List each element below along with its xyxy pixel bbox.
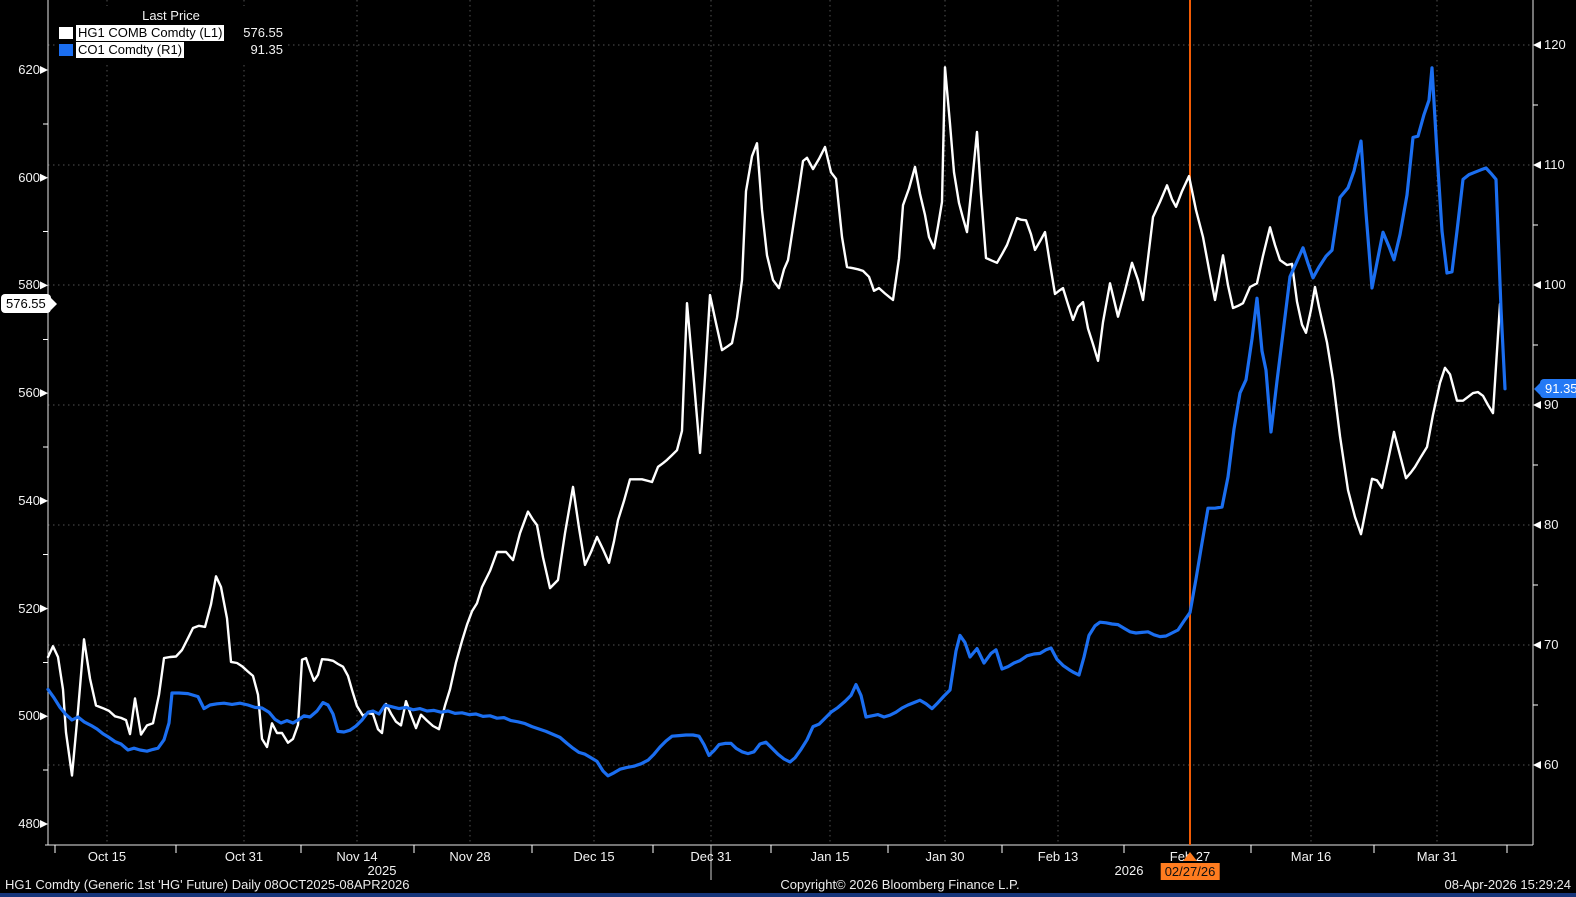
right-axis-tick bbox=[1533, 281, 1541, 289]
x-axis-tick-label: Dec 15 bbox=[573, 849, 615, 864]
co1-series-swatch bbox=[59, 44, 73, 56]
x-axis-tick-label: Feb 13 bbox=[1037, 849, 1079, 864]
right-axis-tick bbox=[1533, 521, 1541, 529]
hg1-series-label: HG1 COMB Comdty (L1) bbox=[76, 25, 225, 41]
footer-timestamp: 08-Apr-2026 15:29:24 bbox=[1444, 877, 1571, 892]
left-axis-tick-label: 520 bbox=[18, 600, 40, 616]
co1-last-price: 91.35 bbox=[250, 42, 283, 57]
co1-price-line bbox=[46, 66, 1507, 778]
right-axis-tick bbox=[1533, 641, 1541, 649]
x-axis-tick-label: Oct 31 bbox=[224, 849, 264, 864]
right-axis-tick bbox=[1533, 401, 1541, 409]
left-axis-tick bbox=[40, 712, 48, 721]
left-axis-tick-label: 480 bbox=[18, 816, 40, 831]
left-axis-tick bbox=[40, 281, 48, 290]
legend-item-co1[interactable]: CO1 Comdty (R1) 91.35 bbox=[59, 42, 283, 58]
right-axis-tick bbox=[1533, 161, 1541, 169]
co1-series-label: CO1 Comdty (R1) bbox=[76, 42, 185, 58]
x-axis-tick-label: Jan 30 bbox=[925, 849, 965, 864]
co1-last-price-marker: 91.35 bbox=[1534, 379, 1576, 398]
x-axis-tick-label: Mar 16 bbox=[1290, 849, 1332, 864]
left-axis-tick-label: 540 bbox=[18, 492, 40, 508]
bottom-accent-strip bbox=[0, 893, 1576, 897]
left-axis-tick bbox=[40, 604, 48, 613]
x-axis-tick-label: Nov 14 bbox=[336, 849, 378, 864]
x-axis-tick-label: Nov 28 bbox=[449, 849, 491, 864]
x-axis-tick-label: Jan 15 bbox=[810, 849, 850, 864]
right-axis-tick-label: 70 bbox=[1544, 637, 1559, 652]
footer-copyright: Copyright© 2026 Bloomberg Finance L.P. bbox=[780, 877, 1020, 892]
right-axis-tick-label: 60 bbox=[1544, 757, 1559, 772]
left-axis-tick bbox=[40, 389, 48, 398]
hg1-last-price-marker: 576.55 bbox=[1, 294, 57, 313]
chart-legend: Last Price HG1 COMB Comdty (L1) 576.55 C… bbox=[55, 6, 287, 62]
left-axis-tick-label: 600 bbox=[18, 169, 40, 185]
hg1-last-price: 576.55 bbox=[243, 25, 283, 40]
x-axis-tick-label: Mar 31 bbox=[1416, 849, 1458, 864]
legend-title: Last Price bbox=[142, 8, 200, 23]
x-axis-year-label: 2026 bbox=[1114, 863, 1144, 878]
left-axis-tick-label: 580 bbox=[18, 277, 40, 293]
left-axis-tick bbox=[40, 66, 48, 74]
right-axis-tick-label: 120 bbox=[1544, 37, 1566, 52]
hg1-price-line bbox=[46, 66, 1502, 777]
left-axis-tick-label: 620 bbox=[18, 62, 40, 77]
left-axis-tick bbox=[40, 496, 48, 505]
x-axis-tick-label: Dec 31 bbox=[690, 849, 732, 864]
left-axis-tick-label: 500 bbox=[18, 708, 40, 724]
x-axis-year-label: 2025 bbox=[367, 863, 397, 878]
right-axis-tick bbox=[1533, 41, 1541, 49]
event-date-arrow-icon bbox=[1183, 852, 1197, 861]
footer-bar: HG1 Comdty (Generic 1st 'HG' Future) Dai… bbox=[0, 877, 1576, 893]
hg1-series-swatch bbox=[59, 27, 73, 39]
x-axis-tick-label: Oct 15 bbox=[87, 849, 127, 864]
left-axis-tick bbox=[40, 173, 48, 182]
legend-item-hg1[interactable]: HG1 COMB Comdty (L1) 576.55 bbox=[59, 25, 283, 41]
right-axis-tick-label: 100 bbox=[1544, 277, 1566, 292]
event-date-box[interactable]: 02/27/26 bbox=[1160, 863, 1220, 880]
right-axis-tick-label: 80 bbox=[1544, 517, 1559, 532]
left-axis-tick bbox=[40, 820, 48, 828]
footer-security-description: HG1 Comdty (Generic 1st 'HG' Future) Dai… bbox=[5, 877, 410, 892]
right-axis-tick-label: 110 bbox=[1544, 157, 1565, 172]
right-axis-tick-label: 90 bbox=[1544, 397, 1559, 412]
right-axis-tick bbox=[1533, 761, 1541, 769]
left-axis-tick-label: 560 bbox=[18, 385, 40, 401]
